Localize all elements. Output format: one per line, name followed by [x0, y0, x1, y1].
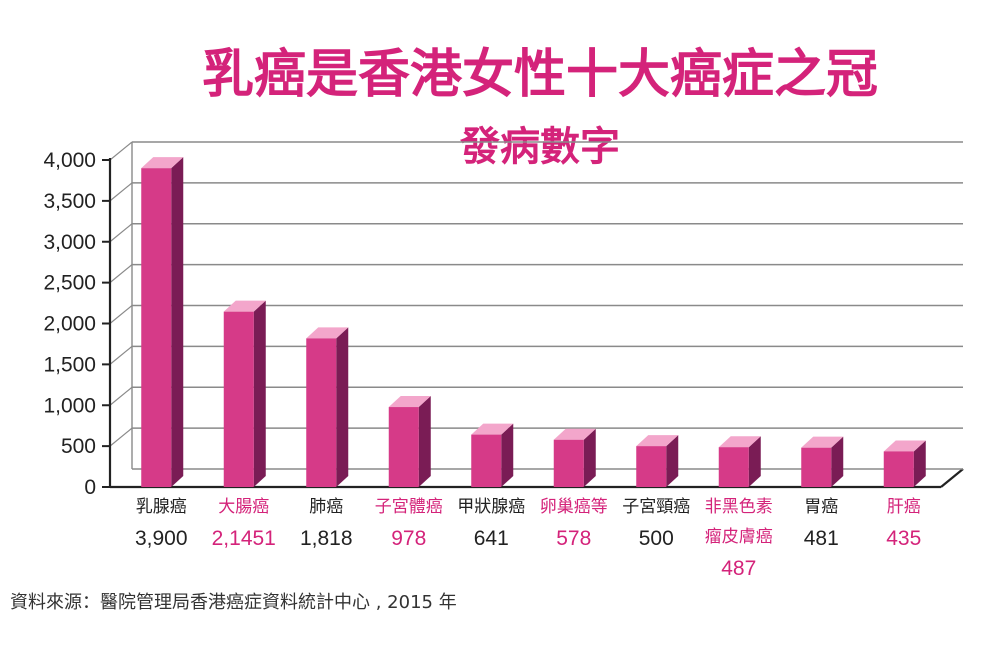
y-tick-label: 2,500 [43, 272, 96, 295]
y-tick-label: 3,500 [43, 190, 96, 213]
bar [883, 440, 926, 487]
bar-top [636, 435, 679, 447]
bar-front [141, 168, 172, 488]
gridline-depth [109, 305, 133, 324]
data-label: 1,818 [300, 527, 353, 550]
y-tick-label: 1,000 [43, 394, 96, 417]
bar [718, 436, 761, 487]
gridline-depth [109, 141, 133, 161]
bar-top [223, 300, 266, 312]
category-label: 肝癌 [887, 497, 921, 517]
gridline-depth [109, 427, 133, 447]
data-label: 641 [474, 527, 509, 550]
bar [141, 157, 184, 488]
y-tick-label: 500 [61, 435, 96, 458]
chart-subtitle: 發病數字 [459, 124, 620, 170]
bar-top [553, 428, 596, 440]
category-label: 肺癌 [309, 497, 343, 517]
bar-top [883, 440, 926, 452]
bar-front [553, 439, 584, 487]
category-label: 大腸癌 [218, 497, 269, 517]
data-label: 2,1451 [212, 527, 276, 550]
data-label: 978 [391, 527, 426, 550]
data-label: 3,900 [135, 527, 188, 550]
bar [553, 428, 596, 487]
bar-front [801, 447, 832, 487]
bar [636, 435, 679, 487]
bar-front [718, 447, 749, 487]
bar-side [831, 436, 844, 487]
bar-front [471, 434, 502, 487]
bar-top [388, 396, 431, 408]
category-label: 子宮體癌 [375, 497, 443, 517]
data-label: 481 [804, 527, 839, 550]
gridline-depth [109, 223, 133, 243]
bar-side [501, 423, 514, 487]
gridline-depth [109, 345, 133, 365]
bar-top [718, 436, 761, 448]
bar [801, 436, 844, 487]
y-tick-label: 4,000 [43, 149, 96, 172]
bar-front [388, 407, 419, 487]
data-label: 435 [886, 527, 921, 550]
bar-side [253, 300, 266, 487]
bar [306, 327, 349, 487]
y-tick-label: 2,000 [43, 313, 96, 336]
source-note: 資料來源：醫院管理局香港癌症資料統計中心 , 2015 年 [10, 592, 457, 613]
grid [109, 141, 963, 447]
category-label: 胃癌 [804, 497, 838, 517]
bar-front [306, 338, 337, 487]
bar-top [306, 327, 349, 339]
data-label: 500 [639, 527, 674, 550]
bar-side [336, 327, 349, 487]
category-label: 甲狀腺癌 [457, 497, 525, 517]
category-label: 非黑色素 [705, 497, 773, 517]
bar-top [471, 423, 514, 435]
bar-side [583, 428, 596, 487]
y-tick-label: 3,000 [43, 231, 96, 254]
bar-side [748, 436, 761, 487]
bar-front [883, 451, 914, 487]
bar-top [141, 157, 184, 169]
labels: 乳腺癌 3,900 大腸癌 2,1451 肺癌 1,818 子宮體癌 978 甲狀腺癌 641 卵巢… [135, 497, 921, 580]
y-tick-label: 1,500 [43, 353, 96, 376]
bar-top [801, 436, 844, 448]
data-label: 487 [721, 557, 756, 580]
bar-side [418, 396, 431, 487]
data-label: 578 [556, 527, 591, 550]
category-label: 乳腺癌 [136, 497, 187, 517]
gridline-depth [109, 386, 133, 406]
gridline-depth [109, 182, 133, 202]
bars [141, 157, 926, 488]
category-label: 子宮頸癌 [622, 497, 690, 517]
bar-side [171, 157, 184, 488]
y-tick-label: 0 [84, 476, 96, 499]
bar-side [913, 440, 926, 487]
gridline-depth [109, 264, 133, 284]
bar-front [636, 446, 667, 487]
bar-side [666, 435, 679, 487]
bar-front [223, 311, 254, 487]
category-label: 瘤皮膚癌 [705, 527, 773, 547]
bar [388, 396, 431, 487]
bar [223, 300, 266, 487]
bar [471, 423, 514, 487]
x-axis-depth [940, 468, 964, 488]
chart-title: 乳癌是香港女性十大癌症之冠 [202, 45, 878, 105]
category-label: 卵巢癌等 [540, 497, 608, 517]
